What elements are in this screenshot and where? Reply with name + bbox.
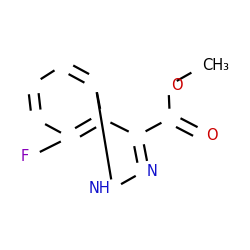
Text: CH₃: CH₃ <box>202 58 230 73</box>
Text: O: O <box>171 78 183 93</box>
Text: NH: NH <box>88 181 110 196</box>
Text: F: F <box>20 149 28 164</box>
Text: N: N <box>147 164 158 179</box>
Text: O: O <box>206 128 218 143</box>
